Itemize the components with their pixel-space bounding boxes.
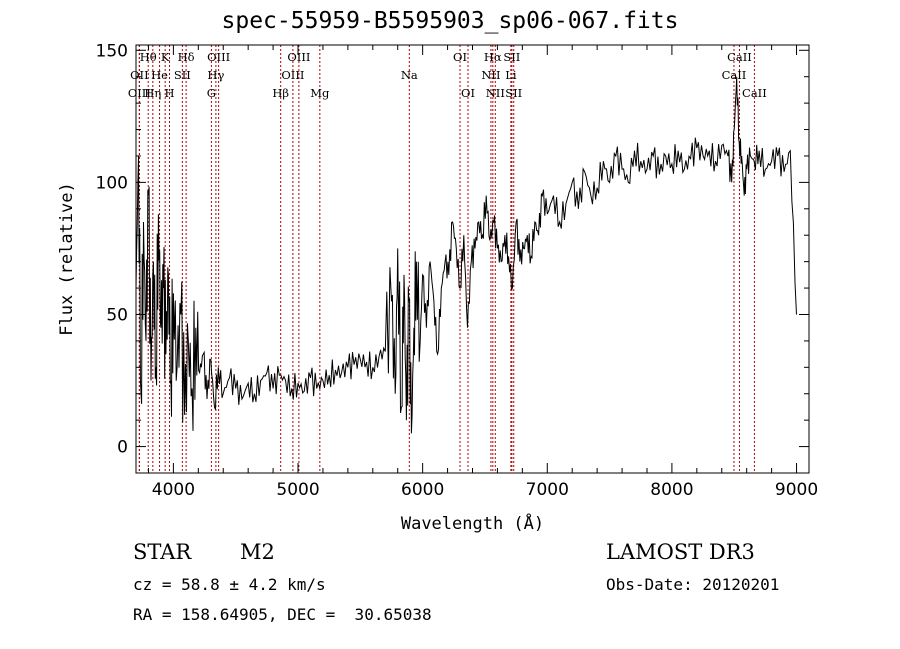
obs-date: Obs-Date: 20120201 <box>606 575 780 594</box>
spectral-line-label-5: Hη <box>144 86 161 100</box>
spectral-line-label-12: OIII <box>287 50 310 64</box>
spectral-line-markers <box>138 45 755 473</box>
x-tick-label-3: 7000 <box>526 480 569 500</box>
y-tick-label-2: 100 <box>96 173 128 193</box>
spectral-line-label-21: NII <box>481 68 500 82</box>
spectral-line-label-0: Hθ <box>140 50 157 64</box>
spectral-line-label-26: CaII <box>722 68 747 82</box>
redshift-cz: cz = 58.8 ± 4.2 km/s <box>133 575 326 594</box>
spectral-line-label-20: SII <box>503 50 520 64</box>
spectral-line-label-24: SII <box>505 86 522 100</box>
spectral-line-label-2: OIII <box>128 86 151 100</box>
survey-name: LAMOST DR3 <box>606 540 755 564</box>
spectral-line-label-10: Hγ <box>207 68 224 82</box>
spectral-line-label-6: Hδ <box>178 50 195 64</box>
spectral-line-label-7: SII <box>174 68 191 82</box>
spectral-line-label-11: G <box>207 86 216 100</box>
x-tick-label-0: 4000 <box>152 480 195 500</box>
spectral-line-label-25: CaII <box>727 50 752 64</box>
spectral-line-label-13: OIII <box>281 68 304 82</box>
spectral-line-label-27: CaII <box>742 86 767 100</box>
axes: 4000 5000 6000 7000 8000 9000 0 50 100 150 <box>96 41 819 500</box>
spectral-line-label-23: NII <box>486 86 505 100</box>
spectral-line-label-15: Mg <box>310 86 330 100</box>
x-tick-label-1: 5000 <box>276 480 319 500</box>
y-tick-label-0: 0 <box>117 438 128 458</box>
spectral-line-label-22: Li <box>505 68 517 82</box>
x-tick-label-5: 9000 <box>775 480 818 500</box>
spectral-line-label-4: He <box>151 68 168 82</box>
object-class: STAR <box>133 540 192 564</box>
y-tick-label-3: 150 <box>96 41 128 61</box>
spectrum-series <box>135 76 797 434</box>
chart-title: spec-55959-B5595903_sp06-067.fits <box>221 8 679 34</box>
spectrum-line-0 <box>135 76 797 434</box>
spectral-line-label-18: OI <box>461 86 475 100</box>
y-axis-label: Flux (relative) <box>57 182 77 336</box>
object-subclass: M2 <box>240 540 275 564</box>
x-tick-label-4: 8000 <box>650 480 693 500</box>
x-tick-label-2: 6000 <box>401 480 444 500</box>
x-axis-label: Wavelength (Å) <box>401 512 544 534</box>
y-tick-label-1: 50 <box>106 305 128 325</box>
spectral-line-label-14: Hβ <box>272 86 289 100</box>
spectral-line-label-17: OI <box>453 50 467 64</box>
spectral-line-label-19: Hα <box>484 50 502 64</box>
spectral-line-label-9: OIII <box>207 50 230 64</box>
line-labels: Hθ OII OIII K He Hη Hδ SII H OIII Hγ G OIII OIII Hβ Mg N… <box>128 50 767 100</box>
coordinates: RA = 158.64905, DEC = 30.65038 <box>133 605 432 624</box>
spectral-line-label-16: Na <box>401 68 418 82</box>
spectral-line-label-8: H <box>165 86 175 100</box>
spectral-line-label-1: OII <box>130 68 149 82</box>
spectral-line-label-3: K <box>161 50 170 64</box>
